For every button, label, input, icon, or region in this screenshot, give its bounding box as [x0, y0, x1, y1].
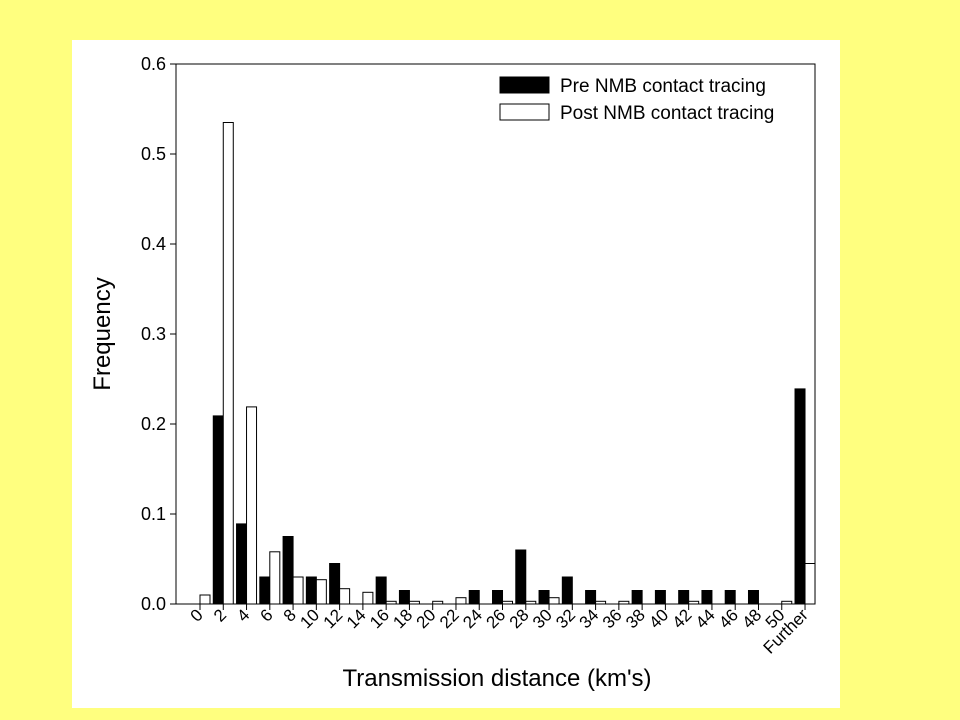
legend-label-pre: Pre NMB contact tracing: [560, 76, 766, 97]
y-tick-label: 0.2: [141, 414, 166, 434]
x-tick-label: 6: [257, 605, 277, 625]
bar-pre: [724, 590, 736, 605]
bar-post: [246, 406, 258, 605]
bar-pre: [631, 590, 643, 605]
bar-pre: [259, 576, 271, 605]
bar-pre: [236, 523, 248, 605]
y-tick-label: 0.5: [141, 144, 166, 164]
bar-pre: [212, 415, 224, 605]
bar-pre: [701, 590, 713, 605]
bar-post: [199, 594, 211, 605]
y-tick-label: 0.6: [141, 54, 166, 74]
bar-pre: [329, 563, 341, 605]
bar-pre: [492, 590, 504, 605]
bar-post: [292, 576, 304, 605]
bar-post: [455, 597, 467, 605]
bar-pre: [654, 590, 666, 605]
bar-pre: [305, 576, 317, 605]
frequency-bar-chart: 0.00.10.20.30.40.50.6 0 2 4 6 81012141618202…: [89, 54, 816, 692]
x-tick-label: 0: [187, 605, 207, 625]
y-tick-label: 0.0: [141, 594, 166, 614]
legend-label-post: Post NMB contact tracing: [560, 103, 774, 124]
bar-pre: [515, 549, 527, 605]
y-tick-label: 0.3: [141, 324, 166, 344]
y-tick-label: 0.1: [141, 504, 166, 524]
legend-swatch-post: [499, 103, 550, 121]
plot-frame: [175, 63, 816, 605]
y-axis: 0.0 0.1 0.2 0.3 0.4 0.5 0.6: [141, 54, 176, 614]
x-tick-label: 2: [210, 605, 230, 625]
legend: Pre NMB contact tracing Post NMB contact…: [499, 76, 774, 124]
bar-pre: [538, 590, 550, 605]
bar-post: [804, 563, 816, 605]
x-tick-label: 8: [280, 605, 300, 625]
bar-pre: [398, 590, 410, 605]
bar-pre: [375, 576, 387, 605]
bar-post: [269, 551, 281, 605]
bar-pre: [747, 590, 759, 605]
bar-post: [339, 588, 351, 605]
x-axis: 0 2 4 6 810121416182022242628303234363840424…: [187, 604, 812, 658]
bar-pre: [585, 590, 597, 605]
y-tick-label: 0.4: [141, 234, 166, 254]
bar-pre: [282, 536, 294, 605]
bar-post: [362, 591, 374, 605]
bar-post: [548, 597, 560, 605]
bar-pre: [794, 388, 806, 605]
x-tick-label: 4: [233, 605, 253, 625]
legend-swatch-pre: [499, 76, 550, 94]
bars-layer: [199, 122, 816, 605]
bar-pre: [561, 576, 573, 605]
bar-pre: [678, 590, 690, 605]
x-axis-label: Transmission distance (km's): [342, 665, 651, 692]
bar-post: [222, 122, 234, 605]
chart-panel: 0.0 0.1 0.2 0.3 0.4 0.5 0.6 0 2 4 6 8 10 12 14 16 18 20 2…: [72, 40, 840, 708]
bar-pre: [468, 590, 480, 605]
bar-post: [315, 579, 327, 605]
y-axis-label: Frequency: [89, 277, 116, 390]
